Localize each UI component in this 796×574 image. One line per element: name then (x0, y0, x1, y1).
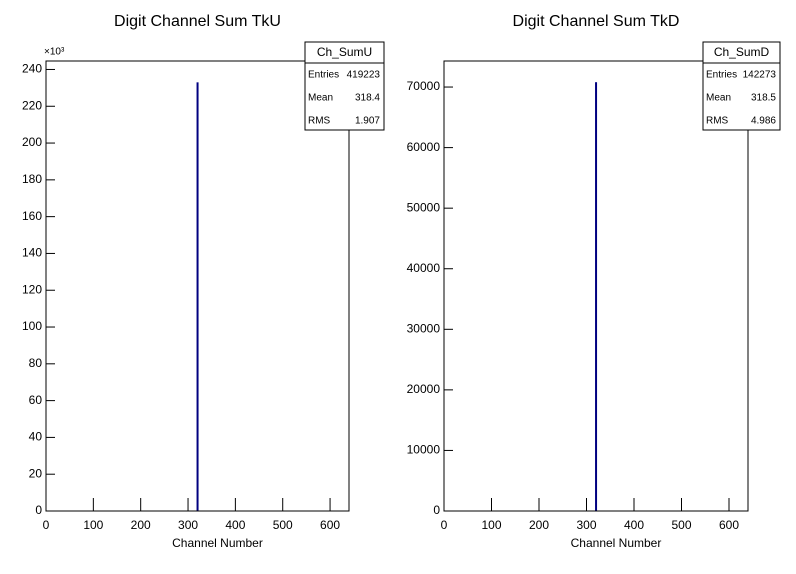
stats-title: Ch_SumD (714, 45, 770, 59)
frame (45, 60, 350, 512)
x-tick-label: 300 (178, 518, 198, 532)
y-multiplier: ×10³ (44, 47, 65, 58)
stats-box (702, 41, 781, 131)
y-tick-label: 120 (22, 282, 42, 296)
chart-title: Digit Channel Sum TkD (513, 13, 680, 30)
y-tick-label: 180 (22, 172, 42, 186)
x-tick-label: 500 (671, 518, 691, 532)
y-tick-label: 0 (433, 503, 440, 517)
stats-label: RMS (706, 116, 729, 127)
x-tick-label: 0 (441, 518, 448, 532)
stats-label: RMS (308, 116, 331, 127)
y-tick-label: 40 (29, 430, 43, 444)
bar (196, 82, 199, 511)
bar (595, 82, 598, 511)
y-tick-label: 220 (22, 98, 42, 112)
x-tick-label: 500 (273, 518, 293, 532)
y-tick-label: 140 (22, 246, 42, 260)
x-tick-label: 0 (43, 518, 50, 532)
y-tick-label: 100 (22, 319, 42, 333)
x-tick-label: 600 (719, 518, 739, 532)
x-tick-label: 600 (320, 518, 340, 532)
stats-box (304, 41, 385, 131)
y-tick-label: 20 (29, 466, 43, 480)
x-tick-label: 300 (576, 518, 596, 532)
y-tick-label: 60 (29, 393, 43, 407)
stats-value: 419223 (347, 70, 381, 81)
y-tick-label: 80 (29, 356, 43, 370)
frame (443, 60, 749, 512)
x-tick-label: 200 (131, 518, 151, 532)
y-tick-label: 160 (22, 209, 42, 223)
y-tick-label: 30000 (407, 321, 441, 335)
chart-title: Digit Channel Sum TkU (114, 13, 281, 30)
y-tick-label: 70000 (407, 79, 441, 93)
y-tick-label: 0 (35, 503, 42, 517)
x-axis-label: Channel Number (571, 536, 662, 550)
stats-value: 4.986 (751, 116, 776, 127)
x-axis-label: Channel Number (172, 536, 263, 550)
stats-value: 142273 (743, 70, 777, 81)
y-tick-label: 40000 (407, 261, 441, 275)
x-tick-label: 400 (225, 518, 245, 532)
y-tick-label: 10000 (407, 443, 441, 457)
stats-title: Ch_SumU (317, 45, 372, 59)
stats-label: Entries (706, 70, 737, 81)
x-tick-label: 100 (481, 518, 501, 532)
x-tick-label: 400 (624, 518, 644, 532)
y-tick-label: 20000 (407, 382, 441, 396)
stats-value: 318.4 (355, 93, 380, 104)
stats-label: Mean (706, 93, 731, 104)
y-tick-label: 50000 (407, 200, 441, 214)
x-tick-label: 100 (83, 518, 103, 532)
stats-label: Entries (308, 70, 339, 81)
y-tick-label: 200 (22, 135, 42, 149)
x-tick-label: 200 (529, 518, 549, 532)
y-tick-label: 240 (22, 62, 42, 76)
stats-label: Mean (308, 93, 333, 104)
stats-value: 1.907 (355, 116, 380, 127)
stats-value: 318.5 (751, 93, 776, 104)
y-tick-label: 60000 (407, 140, 441, 154)
